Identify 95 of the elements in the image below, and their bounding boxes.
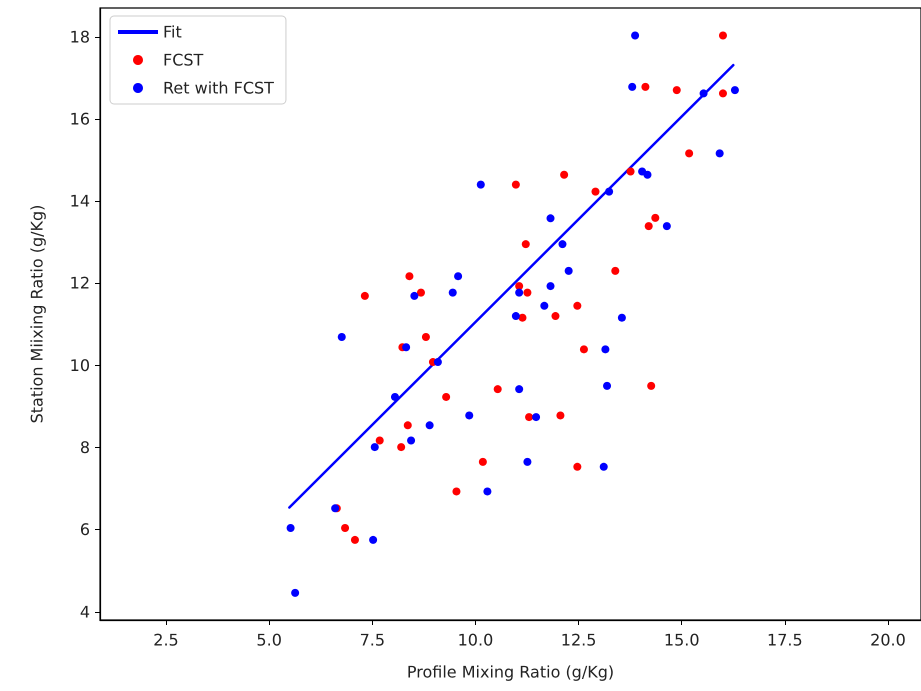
point [603,382,612,390]
point [700,89,708,98]
x-axis-title: Profile Mixing Ratio (g/Kg) [406,662,614,682]
point [434,358,442,366]
y-tick-label: 14 [70,192,90,211]
point [605,188,614,196]
point [580,345,588,354]
x-tick-label: 5.0 [256,630,282,650]
point [448,288,457,297]
point [685,149,694,158]
point [515,288,524,297]
y-tick-label: 4 [80,602,90,622]
x-tick-label: 17.5 [767,630,803,650]
point [716,149,724,158]
x-tick-label: 7.5 [360,630,386,650]
point [558,240,566,248]
point [350,536,359,544]
point [532,413,540,422]
point [631,32,640,40]
point [546,214,555,222]
point [426,421,434,430]
point [522,240,530,248]
y-axis-title: Station Miixing Ratio (g/Kg) [28,204,46,424]
point [564,266,573,275]
point [525,413,534,422]
y-tick-label: 12 [70,274,90,293]
x-tick-label: 20.0 [870,630,906,650]
point [291,588,300,597]
point [644,222,653,230]
point [465,411,474,420]
y-tick-label: 18 [70,27,90,46]
point [512,312,520,320]
x-tick-label: 15.0 [664,630,700,650]
point [476,180,485,189]
point [338,333,346,341]
y-tick-label: 6 [80,520,90,540]
legend-label: Fit [163,22,182,42]
y-tick-label: 16 [70,109,90,128]
point [369,536,378,544]
point [442,392,450,401]
point [410,292,418,300]
x-tick-label: 2.5 [153,630,179,650]
point [376,436,384,445]
point [551,312,560,320]
point [523,458,532,466]
point [626,167,635,176]
point [515,385,524,394]
point [360,292,369,300]
point [494,385,502,394]
point [422,333,430,341]
point [730,86,739,94]
point [402,343,410,352]
point [523,288,532,297]
point [515,282,524,290]
point [540,302,548,310]
point [286,524,295,532]
point [618,314,626,322]
point [390,392,399,401]
point [643,170,652,179]
point [404,421,412,430]
point [546,282,555,290]
point [560,170,568,179]
point [647,382,656,390]
point [405,272,414,280]
point [601,345,610,354]
point [452,487,460,496]
point [600,462,608,471]
point [651,214,660,222]
point [512,180,520,189]
point [641,82,650,91]
y-tick-label: 8 [80,438,90,457]
legend-label: Ret with FCST [163,78,274,98]
x-tick-label: 10.0 [458,630,494,650]
point [341,524,350,532]
point [718,32,727,40]
point [628,82,636,91]
point [573,462,582,471]
point [518,314,526,322]
point [478,458,487,466]
x-tick-label: 12.5 [560,630,596,650]
point [672,86,681,94]
point [591,188,600,196]
point [407,436,416,445]
point [416,288,425,297]
point [454,272,462,280]
point [662,222,671,230]
point [397,443,406,452]
y-tick-label: 10 [70,356,90,375]
point [718,89,727,98]
point [370,443,379,452]
point [556,411,564,420]
point [483,487,492,496]
point [573,302,582,310]
legend-label: FCST [163,50,204,70]
point [611,266,620,275]
